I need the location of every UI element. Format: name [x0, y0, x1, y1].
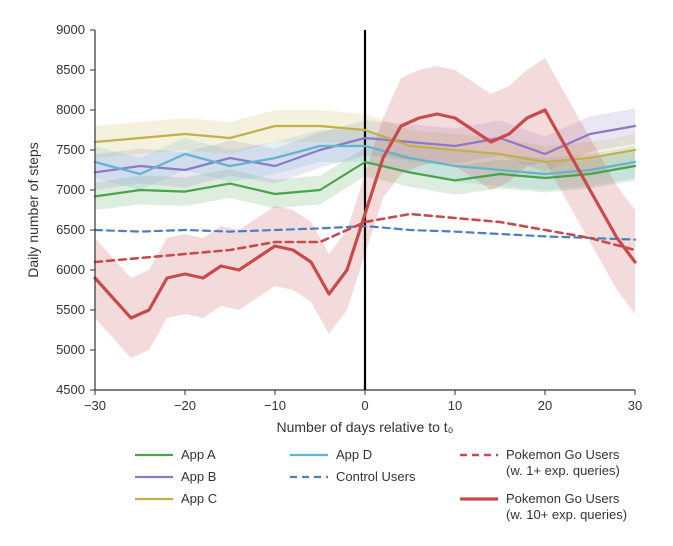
y-axis-label: Daily number of steps [25, 142, 41, 277]
legend-label2-pgo1: (w. 1+ exp. queries) [506, 463, 620, 478]
y-tick-label: 6000 [56, 262, 85, 277]
x-tick-label: −10 [264, 398, 286, 413]
legend-label-pgo10: Pokemon Go Users [506, 491, 620, 506]
chart-container: { "chart": { "type": "line", "width": 67… [0, 0, 673, 546]
legend-label-appD: App D [336, 447, 372, 462]
x-tick-label: 20 [538, 398, 552, 413]
y-tick-label: 5000 [56, 342, 85, 357]
legend-label-appA: App A [181, 447, 216, 462]
y-tick-label: 8500 [56, 62, 85, 77]
legend-label2-pgo10: (w. 10+ exp. queries) [506, 507, 627, 522]
x-tick-label: 30 [628, 398, 642, 413]
x-axis-label: Number of days relative to t₀ [277, 419, 454, 435]
x-tick-label: −30 [84, 398, 106, 413]
legend-label-control: Control Users [336, 469, 416, 484]
legend-label-appB: App B [181, 469, 216, 484]
x-tick-label: 0 [361, 398, 368, 413]
y-tick-label: 7500 [56, 142, 85, 157]
y-tick-label: 4500 [56, 382, 85, 397]
y-tick-label: 6500 [56, 222, 85, 237]
y-tick-label: 7000 [56, 182, 85, 197]
y-tick-label: 8000 [56, 102, 85, 117]
legend-label-appC: App C [181, 491, 217, 506]
x-tick-label: 10 [448, 398, 462, 413]
x-tick-label: −20 [174, 398, 196, 413]
y-tick-label: 9000 [56, 22, 85, 37]
legend-label-pgo1: Pokemon Go Users [506, 447, 620, 462]
y-tick-label: 5500 [56, 302, 85, 317]
line-chart: −30 −20 −10 0 10 20 30 4500 5000 5500 6000 6500 7000… [0, 0, 673, 546]
